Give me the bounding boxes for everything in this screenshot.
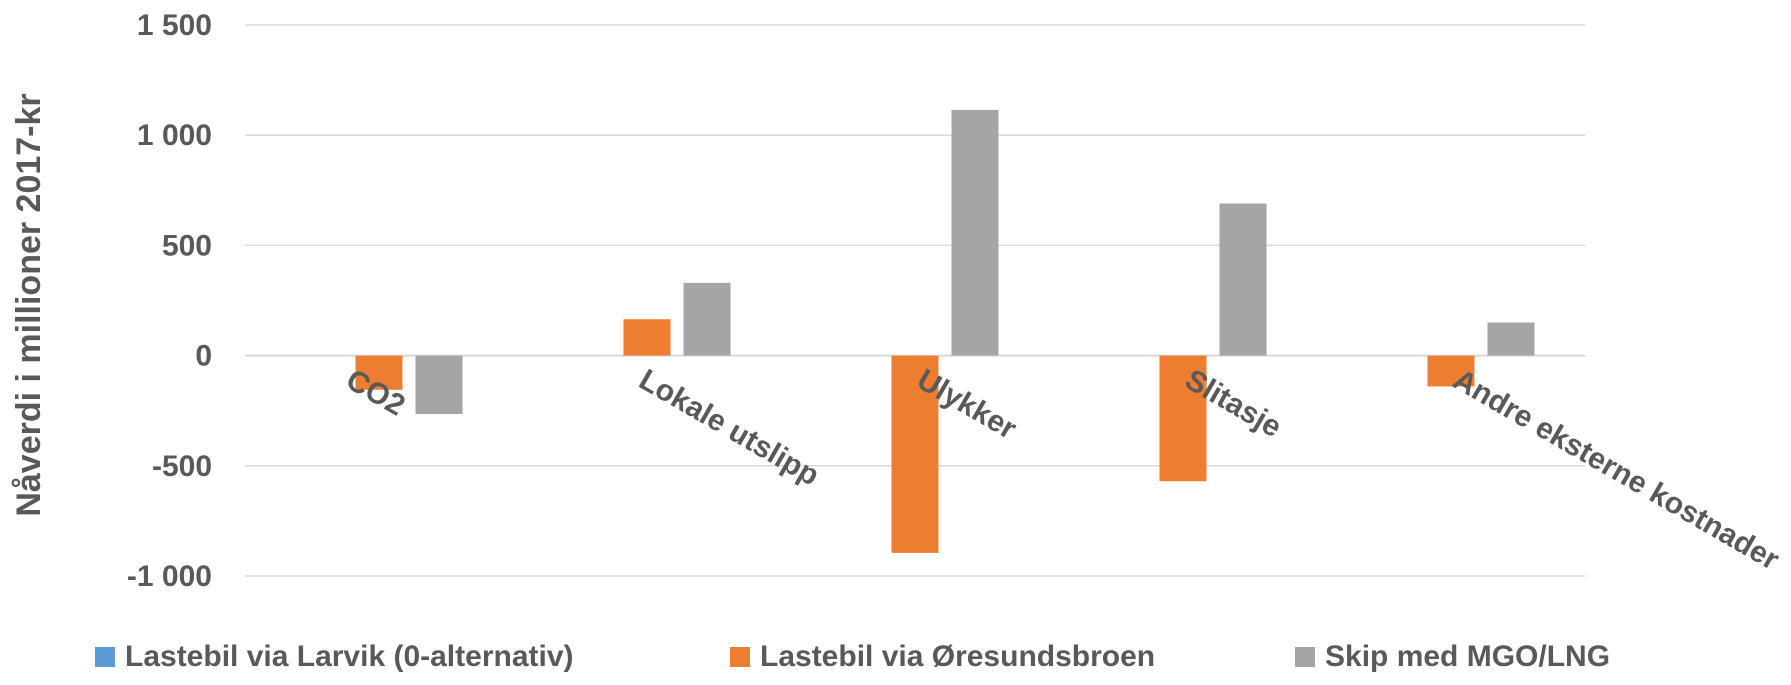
y-axis-label: Nåverdi i millioner 2017-kr [10,93,48,516]
bar-ulykker-series-2 [891,355,939,553]
bar-slitasje-series-3 [1219,203,1267,356]
legend-swatch [95,647,115,667]
bar-lokale-utslipp-series-2 [623,319,671,356]
x-category-label: Lokale utslipp [634,363,825,492]
x-category-label: Andre eksterne kostnader [1448,363,1785,577]
y-tick-label: -1 000 [127,560,212,593]
legend-item: Skip med MGO/LNG [1295,640,1610,674]
bar-slitasje-series-2 [1159,355,1207,482]
bar-chart: 1 500 1 000 500 0 -500 -1 000 CO2 Lokale utsli… [10,9,1785,593]
y-axis-ticks: 1 500 1 000 500 0 -500 -1 000 [127,9,212,593]
y-tick-label: -500 [152,450,212,483]
bar-andre-eksterne-kostnader-series-2 [1427,355,1475,387]
legend-label: Lastebil via Larvik (0-alternativ) [125,640,574,673]
bars [355,109,1535,553]
bar-lokale-utslipp-series-3 [683,282,731,356]
y-tick-label: 0 [195,340,212,373]
bar-ulykker-series-3 [951,109,999,356]
legend-swatch [1295,647,1315,667]
y-tick-label: 1 500 [137,9,212,42]
legend-item: Lastebil via Larvik (0-alternativ) [95,640,574,674]
y-tick-label: 500 [162,229,212,262]
legend-swatch [730,647,750,667]
bar-co2-series-2 [355,355,403,390]
bar-andre-eksterne-kostnader-series-3 [1487,322,1535,356]
y-tick-label: 1 000 [137,119,212,152]
legend-label: Lastebil via Øresundsbroen [760,640,1156,673]
legend: Lastebil via Larvik (0-alternativ) Lasteb… [0,640,1791,680]
legend-item: Lastebil via Øresundsbroen [730,640,1155,674]
bar-co2-series-3 [415,355,463,415]
legend-label: Skip med MGO/LNG [1325,640,1611,673]
category-labels: CO2 Lokale utslipp Ulykker Slitasje Andre ek… [341,363,1785,577]
